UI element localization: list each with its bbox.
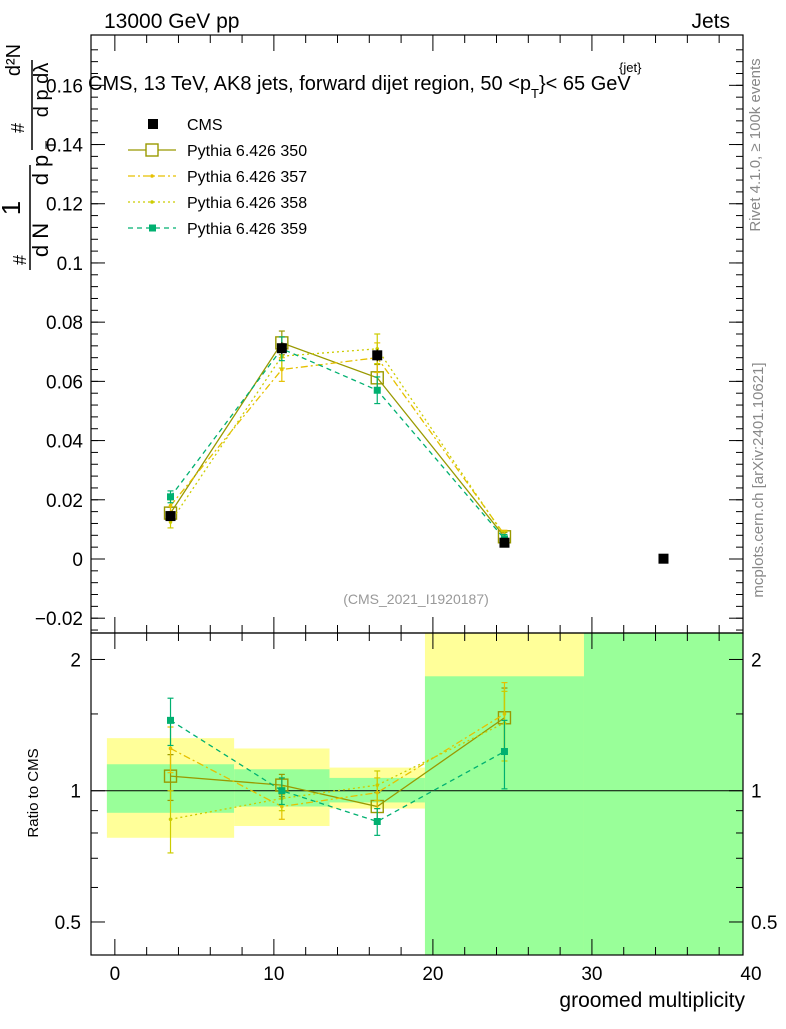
bottom-ytick-label-right: 0.5 (751, 913, 777, 934)
top-ytick-label: 0.14 (46, 136, 83, 157)
ratio-line (170, 717, 505, 808)
plot-title-sub: T (531, 86, 539, 101)
top-line (170, 356, 505, 536)
cms-point (165, 511, 176, 522)
legend-marker (148, 119, 158, 129)
ratio-series (163, 682, 512, 854)
top-line (169, 348, 506, 537)
xtick-label: 10 (263, 964, 284, 985)
legend-label: Pythia 6.426 350 (187, 143, 307, 160)
xtick-label: 20 (422, 964, 443, 985)
bottom-axes: 0.5 0.51 12 20 10 20 30 40 (55, 633, 777, 985)
bottom-ytick-label-right: 2 (751, 650, 762, 671)
xlabel: groomed multiplicity (559, 989, 745, 1012)
distribution-series (163, 330, 669, 564)
ratio-point (168, 817, 173, 822)
top-ytick-label: 0.02 (46, 491, 83, 512)
legend-marker (145, 143, 159, 157)
legend-marker (149, 224, 156, 232)
cms-point (499, 537, 510, 548)
legend: CMS Pythia 6.426 350 Pythia 6.426 357 Pythi… (128, 117, 307, 238)
mcplots-label: mcplots.cern.ch [arXiv:2401.10621] (750, 362, 767, 597)
top-ytick-label: 0.12 (46, 195, 83, 216)
top-ytick-label: 0.08 (46, 313, 83, 334)
ylabel-hash1: # (10, 255, 30, 265)
header-right: Jets (691, 10, 730, 33)
ratio-point (375, 783, 380, 787)
bottom-ylabel: Ratio to CMS (25, 748, 42, 837)
top-ytick-label: 0.04 (46, 432, 83, 453)
bottom-ytick-label: 2 (70, 650, 81, 671)
top-line (169, 348, 505, 540)
plot-title-main: CMS, 13 TeV, AK8 jets, forward dijet reg… (88, 73, 531, 95)
ratio-line (170, 722, 505, 820)
cms-point (658, 553, 669, 564)
rivet-label: Rivet 4.1.0, ≥ 100k events (747, 58, 764, 231)
plot-title-end: }< 65 GeV (539, 73, 631, 95)
top-point (168, 503, 173, 508)
header-left: 13000 GeV pp (104, 10, 239, 33)
top-ytick-label: 0 (72, 550, 83, 571)
cms-point (372, 350, 383, 361)
xtick-label: 30 (581, 964, 602, 985)
watermark: (CMS_2021_I1920187) (343, 591, 489, 607)
top-ytick-label: 0.16 (46, 76, 83, 97)
ylabel-one: 1 (0, 201, 26, 215)
ratio-point (373, 818, 381, 826)
bottom-panel-frame (90, 632, 744, 956)
top-ylabel: 1 d N # d p T # d²N d p dλ (0, 44, 58, 270)
ylabel-dp: d p (28, 155, 53, 186)
top-point (373, 386, 381, 394)
ylabel-T: T (42, 140, 58, 149)
legend-label: Pythia 6.426 358 (187, 195, 307, 212)
top-line (169, 342, 505, 538)
top-ytick-label: 0.06 (46, 372, 83, 393)
ratio-point (168, 746, 173, 751)
ratio-point (167, 716, 175, 724)
ylabel-dpT-dlambda: d p dλ (31, 63, 53, 117)
bottom-ytick-label: 1 (70, 782, 81, 803)
plot-title-sup: {jet} (619, 60, 642, 75)
ylabel-hash2: # (8, 123, 28, 133)
ratio-bands (106, 633, 743, 955)
legend-label: CMS (187, 117, 223, 134)
top-point (167, 493, 175, 501)
top-axes: −0.02 0 0.02 0.04 0.06 0.08 0.1 0.12 0.14 0.16 (35, 35, 743, 633)
band-green-4 (583, 633, 743, 955)
bottom-ytick-label: 0.5 (55, 913, 81, 934)
bottom-ytick-label-right: 1 (751, 782, 762, 803)
ylabel-d2N: d²N (3, 44, 25, 76)
xtick-label: 40 (740, 964, 761, 985)
xtick-label: 0 (110, 964, 121, 985)
legend-label: Pythia 6.426 359 (187, 221, 307, 238)
ratio-line (170, 719, 505, 823)
legend-marker (150, 174, 154, 178)
legend-label: Pythia 6.426 357 (187, 169, 307, 186)
ratio-point (500, 748, 508, 756)
ratio-point (278, 787, 286, 795)
top-ytick-label: −0.02 (35, 609, 83, 630)
plot-title: CMS, 13 TeV, AK8 jets, forward dijet reg… (88, 73, 631, 101)
top-point (375, 347, 380, 351)
cms-point (276, 343, 287, 354)
top-ytick-label: 0.1 (57, 254, 83, 275)
ratio-line (170, 713, 505, 808)
top-point (168, 520, 173, 524)
ylabel-dN: d N (28, 223, 53, 257)
legend-marker (150, 200, 154, 204)
